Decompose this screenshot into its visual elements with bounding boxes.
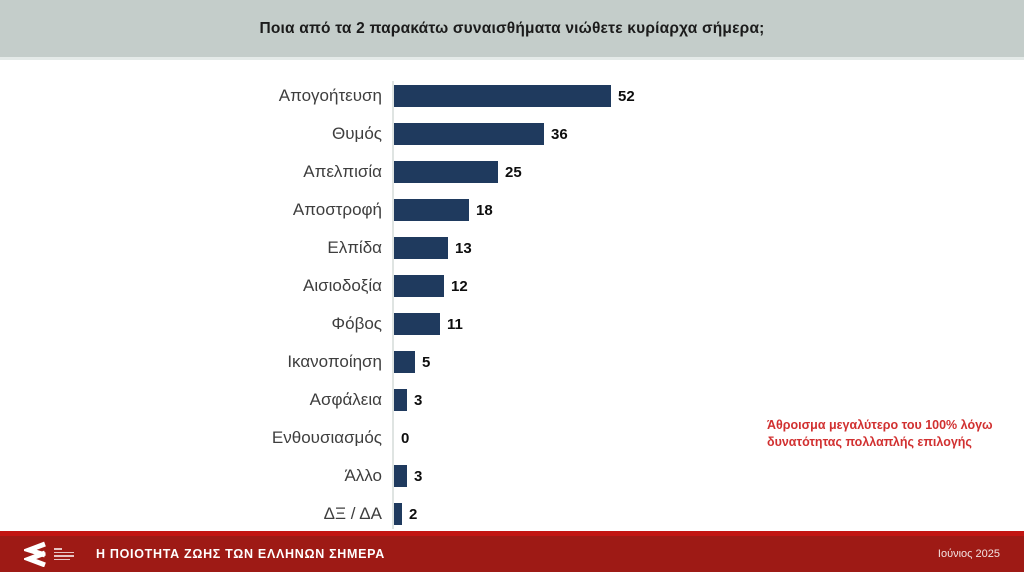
chart-row: Ενθουσιασμός 0 xyxy=(0,419,775,457)
bar xyxy=(394,199,469,221)
chart-row: ΔΞ / ΔΑ 2 xyxy=(0,495,775,533)
bar xyxy=(394,161,498,183)
category-label: Ασφάλεια xyxy=(309,390,382,409)
category-label: Αισιοδοξία xyxy=(303,276,382,295)
chart-row: Θυμός 36 xyxy=(0,115,775,153)
footer-accent-line xyxy=(0,531,1024,536)
chart-rows: Απογοήτευση 52 Θυμός 36 Απελπισία 25 Απο… xyxy=(0,77,775,533)
bar xyxy=(394,389,407,411)
chart-row: Ασφάλεια 3 xyxy=(0,381,775,419)
value-label: 13 xyxy=(455,239,472,257)
bar-area: 13 xyxy=(392,237,775,259)
bar-area: 12 xyxy=(392,275,775,297)
bar xyxy=(394,465,407,487)
chart-row: Αποστροφή 18 xyxy=(0,191,775,229)
chart-title: Ποια από τα 2 παρακάτω συναισθήματα νιώθ… xyxy=(259,19,765,37)
bar-area: 18 xyxy=(392,199,775,221)
bar-area: 0 xyxy=(392,430,775,447)
bar-area: 11 xyxy=(392,313,775,335)
category-label: Αποστροφή xyxy=(292,200,382,219)
chart-row: Ικανοποίηση 5 xyxy=(0,343,775,381)
value-label: 52 xyxy=(618,87,635,105)
bar-area: 3 xyxy=(392,465,775,487)
chart-row: Φόβος 11 xyxy=(0,305,775,343)
chart-row: Ελπίδα 13 xyxy=(0,229,775,267)
chart-row: Απελπισία 25 xyxy=(0,153,775,191)
category-label: ΔΞ / ΔΑ xyxy=(323,504,382,523)
slide-header: Ποια από τα 2 παρακάτω συναισθήματα νιώθ… xyxy=(0,0,1024,60)
bar xyxy=(394,123,544,145)
logo-caption-lines xyxy=(54,548,74,560)
bar xyxy=(394,313,440,335)
bar xyxy=(394,85,611,107)
value-label: 36 xyxy=(551,125,568,143)
category-label: Ικανοποίηση xyxy=(287,352,382,371)
bar-area: 52 xyxy=(392,85,775,107)
value-label: 12 xyxy=(451,277,468,295)
chart-row: Απογοήτευση 52 xyxy=(0,77,775,115)
category-label: Απογοήτευση xyxy=(278,86,382,105)
slide-footer: Η ΠΟΙΟΤΗΤΑ ΖΩΗΣ ΤΩΝ ΕΛΛΗΝΩΝ ΣΗΜΕΡΑ Ιούνι… xyxy=(0,536,1024,572)
chart-row: Αισιοδοξία 12 xyxy=(0,267,775,305)
bar-area: 5 xyxy=(392,351,775,373)
category-label: Ελπίδα xyxy=(327,238,382,257)
bar-chart: Απογοήτευση 52 Θυμός 36 Απελπισία 25 Απο… xyxy=(0,77,775,533)
value-label: 3 xyxy=(414,467,423,485)
category-label: Απελπισία xyxy=(303,162,382,181)
bar-area: 2 xyxy=(392,503,775,525)
category-label: Άλλο xyxy=(344,466,382,485)
value-label: 2 xyxy=(409,505,418,523)
chart-row: Άλλο 3 xyxy=(0,457,775,495)
category-label: Ενθουσιασμός xyxy=(271,428,382,447)
bar-area: 25 xyxy=(392,161,775,183)
y-axis-line xyxy=(392,81,394,529)
multiple-choice-note: Άθροισμα μεγαλύτερο του 100% λόγω δυνατό… xyxy=(767,418,993,449)
value-label: 25 xyxy=(505,163,522,181)
category-label: Φόβος xyxy=(331,314,382,333)
company-logo-icon xyxy=(24,541,48,567)
bar-area: 3 xyxy=(392,389,775,411)
bar-area: 36 xyxy=(392,123,775,145)
footer-date: Ιούνιος 2025 xyxy=(937,548,1000,560)
bar xyxy=(394,275,444,297)
value-label: 3 xyxy=(414,391,423,409)
bar xyxy=(394,351,415,373)
value-label: 18 xyxy=(476,201,493,219)
bar xyxy=(394,237,448,259)
footer-title: Η ΠΟΙΟΤΗΤΑ ΖΩΗΣ ΤΩΝ ΕΛΛΗΝΩΝ ΣΗΜΕΡΑ xyxy=(96,547,386,561)
bar xyxy=(394,503,402,525)
value-label: 0 xyxy=(401,429,410,447)
value-label: 11 xyxy=(447,315,463,333)
value-label: 5 xyxy=(422,353,431,371)
category-label: Θυμός xyxy=(332,124,382,143)
